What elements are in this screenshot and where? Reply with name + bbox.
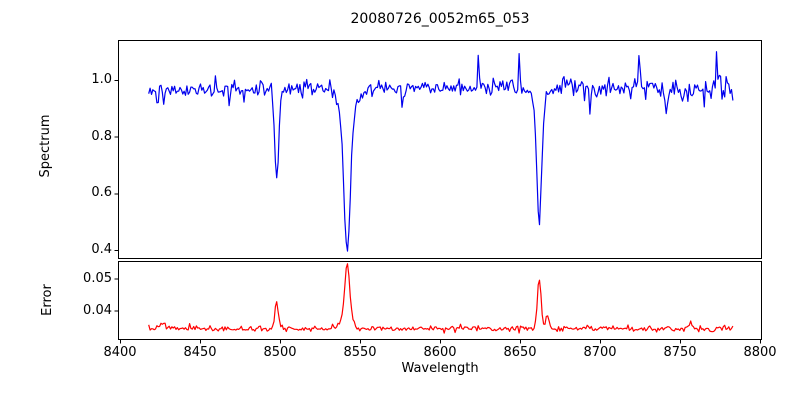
- x-tick-label: 8700: [583, 345, 617, 360]
- x-tick-label: 8450: [183, 345, 217, 360]
- x-tick-label: 8400: [103, 345, 137, 360]
- error-y-tick-label: 0.04: [83, 302, 112, 318]
- spectrum-line: [148, 51, 734, 252]
- spectrum-panel-frame: [118, 40, 762, 259]
- spectrum-y-tick-label: 0.4: [91, 241, 112, 257]
- x-tick-label: 8650: [503, 345, 537, 360]
- x-tick-label: 8550: [343, 345, 377, 360]
- x-tick-label: 8600: [423, 345, 457, 360]
- plot-title: 20080726_0052m65_053: [350, 11, 530, 27]
- x-tick-label: 8750: [663, 345, 697, 360]
- x-axis-label: Wavelength: [401, 361, 479, 376]
- x-tick-label: 8800: [743, 345, 777, 360]
- x-tick-label: 8500: [263, 345, 297, 360]
- spectrum-y-tick-label: 0.8: [91, 128, 112, 144]
- error-panel-frame: [118, 261, 762, 340]
- spectrum-y-tick-label: 1.0: [91, 71, 112, 87]
- spectrum-y-axis-label: Spectrum: [38, 114, 53, 178]
- spectrum-y-tick-label: 0.6: [91, 185, 112, 201]
- error-y-tick-label: 0.05: [83, 270, 112, 286]
- error-y-axis-label: Error: [40, 284, 55, 316]
- error-line: [148, 263, 734, 334]
